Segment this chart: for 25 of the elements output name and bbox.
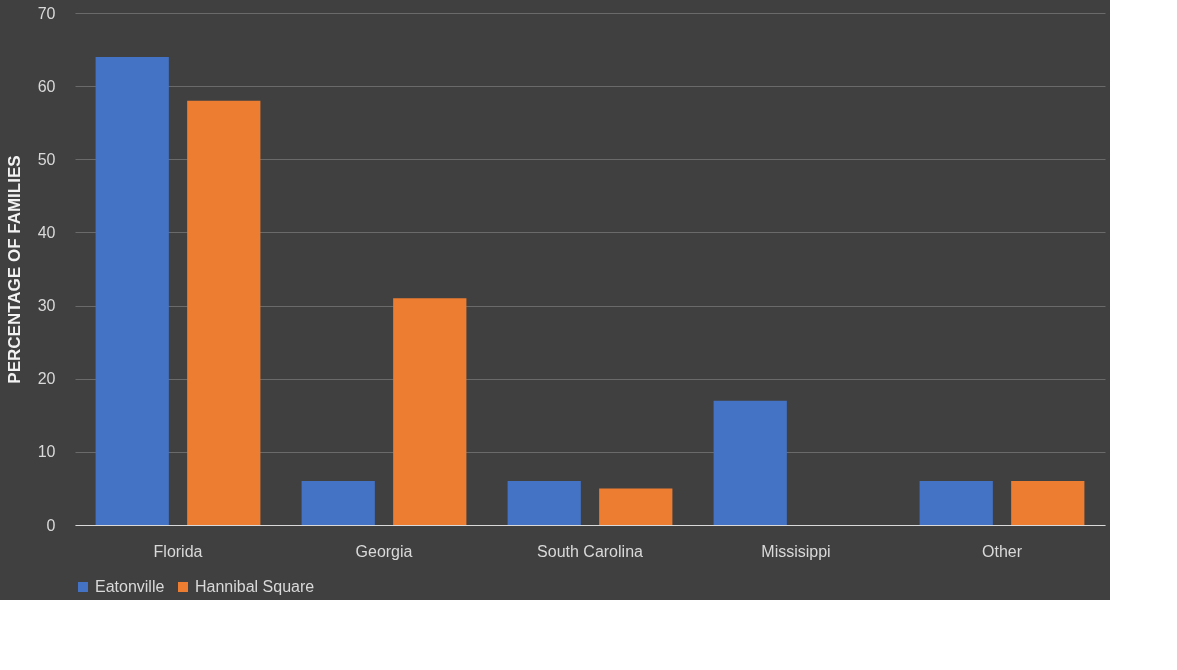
bar — [95, 56, 169, 525]
x-tick-label: South Carolina — [537, 542, 644, 560]
bar — [187, 100, 261, 525]
bar — [919, 481, 993, 525]
y-axis-title: PERCENTAGE OF FAMILIES — [4, 155, 24, 384]
bar — [393, 298, 467, 525]
bar — [599, 488, 673, 525]
x-tick-label: Georgia — [355, 542, 413, 560]
y-tick-label: 70 — [37, 4, 56, 22]
bar — [713, 400, 787, 525]
bar — [507, 481, 581, 525]
y-tick-label: 30 — [37, 297, 56, 315]
y-tick-label: 60 — [37, 77, 56, 95]
bar — [301, 481, 375, 525]
bar — [1011, 481, 1085, 525]
y-tick-label: 50 — [37, 150, 56, 168]
x-tick-label: Florida — [153, 542, 203, 560]
y-tick-label: 0 — [46, 516, 56, 534]
legend-label: Eatonville — [95, 578, 165, 595]
x-tick-label: Other — [981, 542, 1023, 560]
x-tick-label: Missisippi — [761, 542, 831, 560]
y-tick-label: 40 — [37, 223, 56, 241]
y-tick-label: 10 — [37, 443, 56, 461]
legend-label: Hannibal Square — [195, 578, 315, 595]
y-tick-label: 20 — [37, 370, 56, 388]
